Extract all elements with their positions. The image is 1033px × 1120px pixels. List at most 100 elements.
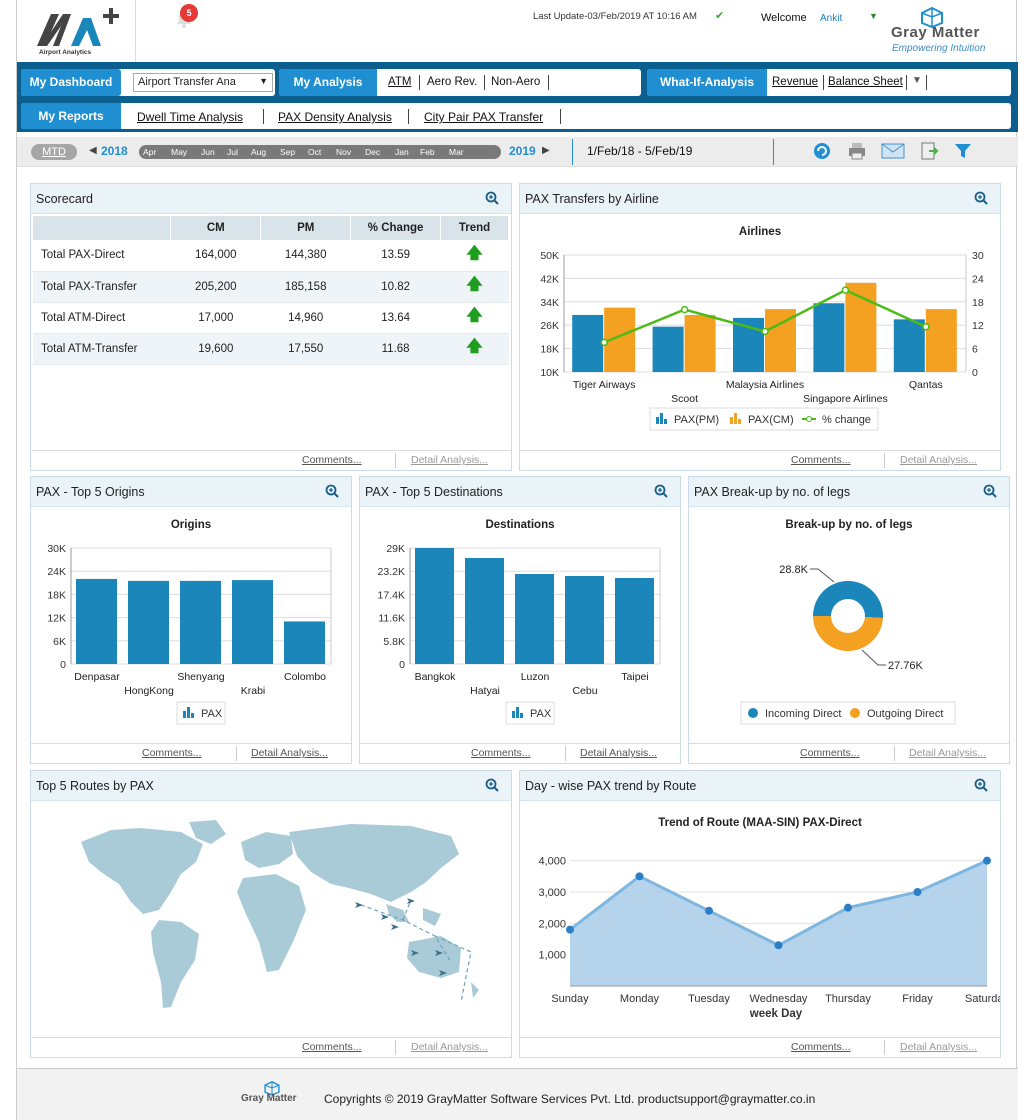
panel-header: Scorecard xyxy=(31,184,511,214)
zoom-icon[interactable] xyxy=(654,484,668,498)
chart-title: Trend of Route (MAA-SIN) PAX-Direct xyxy=(658,817,862,829)
world-map[interactable] xyxy=(31,802,511,1037)
month-label[interactable]: Oct xyxy=(308,147,322,157)
slice-label: 28.8K xyxy=(779,564,808,576)
zoom-icon[interactable] xyxy=(974,191,988,205)
zoom-icon[interactable] xyxy=(485,191,499,205)
detail-analysis-link[interactable]: Detail Analysis... xyxy=(251,747,329,759)
x-tick-label: Cebu xyxy=(572,685,597,697)
what-if-analysis-button[interactable]: What-If-Analysis xyxy=(647,69,767,96)
panel-title: PAX - Top 5 Destinations xyxy=(365,485,503,499)
panel-title: Day - wise PAX trend by Route xyxy=(525,779,697,793)
detail-analysis-link[interactable]: Detail Analysis... xyxy=(909,747,987,759)
my-analysis-button[interactable]: My Analysis xyxy=(279,69,377,96)
scorecard-panel: Scorecard CM PM % Change Trend Total PAX… xyxy=(30,183,512,471)
detail-analysis-link[interactable]: Detail Analysis... xyxy=(900,1041,978,1053)
report-link-pax-density[interactable]: PAX Density Analysis xyxy=(278,110,392,124)
my-dashboard-button[interactable]: My Dashboard xyxy=(21,69,121,96)
y2-tick-label: 30 xyxy=(972,250,984,262)
x-tick-label: Colombo xyxy=(284,671,326,683)
comments-link[interactable]: Comments... xyxy=(791,454,851,466)
my-reports-button[interactable]: My Reports xyxy=(21,103,121,129)
detail-analysis-link[interactable]: Detail Analysis... xyxy=(411,1041,489,1053)
month-label[interactable]: Nov xyxy=(336,147,352,157)
month-label[interactable]: Jul xyxy=(227,147,238,157)
month-label[interactable]: Jan xyxy=(395,147,409,157)
month-label[interactable]: Mar xyxy=(449,147,464,157)
month-label[interactable]: Dec xyxy=(365,147,381,157)
dashboard-select[interactable]: Airport Transfer Ana ▼ xyxy=(133,73,273,92)
x-tick-label: Shenyang xyxy=(177,671,224,683)
comments-link[interactable]: Comments... xyxy=(302,1041,362,1053)
detail-analysis-link[interactable]: Detail Analysis... xyxy=(411,454,489,466)
refresh-icon[interactable] xyxy=(812,141,832,161)
comments-link[interactable]: Comments... xyxy=(800,747,860,759)
y-tick-label: 4,000 xyxy=(538,856,566,868)
header-separator xyxy=(135,0,136,62)
zoom-icon[interactable] xyxy=(974,778,988,792)
detail-analysis-link[interactable]: Detail Analysis... xyxy=(900,454,978,466)
month-label[interactable]: Jun xyxy=(201,147,215,157)
cm-value: 17,000 xyxy=(170,302,261,334)
y-tick-label: 1,000 xyxy=(538,950,566,962)
month-label[interactable]: Sep xyxy=(280,147,296,157)
user-name[interactable]: Ankit xyxy=(820,13,843,24)
airplane-icons xyxy=(355,898,447,976)
origins-panel: PAX - Top 5 Origins Origins 0 6K 12K 18K 24K 3… xyxy=(30,476,352,764)
bar xyxy=(128,580,169,664)
period-mtd-button[interactable]: MTD xyxy=(31,144,77,160)
email-icon[interactable] xyxy=(881,142,905,160)
panel-footer: Comments... Detail Analysis... xyxy=(689,743,1009,763)
report-link-dwell-time[interactable]: Dwell Time Analysis xyxy=(137,110,244,124)
pm-value: 185,158 xyxy=(260,271,351,303)
whatif-link-balance-sheet[interactable]: Balance Sheet xyxy=(828,76,903,88)
comments-link[interactable]: Comments... xyxy=(791,1041,851,1053)
whatif-more-caret-icon[interactable]: ▼ xyxy=(912,75,922,86)
analysis-link-aero-rev[interactable]: Aero Rev. xyxy=(427,76,478,88)
month-slider[interactable]: Apr May Jun Jul Aug Sep Oct Nov Dec Jan … xyxy=(139,145,501,159)
print-icon[interactable] xyxy=(847,141,867,161)
pm-value: 144,380 xyxy=(260,240,351,272)
comments-link[interactable]: Comments... xyxy=(471,747,531,759)
prev-year-icon[interactable]: ◀ xyxy=(89,145,97,156)
user-menu-caret-icon[interactable]: ▼ xyxy=(869,11,878,21)
month-label[interactable]: Feb xyxy=(420,147,435,157)
link-separator xyxy=(484,75,485,90)
export-icon[interactable] xyxy=(920,141,940,161)
end-year[interactable]: 2019 xyxy=(509,144,536,158)
line-point xyxy=(635,872,644,881)
zoom-icon[interactable] xyxy=(983,484,997,498)
cm-value: 205,200 xyxy=(170,271,261,303)
reports-group: My Reports Dwell Time Analysis PAX Densi… xyxy=(21,103,1011,129)
comments-link[interactable]: Comments... xyxy=(142,747,202,759)
notification-badge[interactable]: 5 xyxy=(180,4,198,22)
bar xyxy=(232,580,273,664)
bar xyxy=(684,314,716,372)
whatif-link-revenue[interactable]: Revenue xyxy=(772,76,819,88)
comments-link[interactable]: Comments... xyxy=(302,454,362,466)
zoom-icon[interactable] xyxy=(325,484,339,498)
bar xyxy=(565,576,604,664)
legs-panel: PAX Break-up by no. of legs Break-up by … xyxy=(688,476,1010,764)
x-tick-label: Friday xyxy=(902,993,933,1005)
month-label[interactable]: Apr xyxy=(143,147,157,157)
detail-analysis-link[interactable]: Detail Analysis... xyxy=(580,747,658,759)
next-year-icon[interactable]: ▶ xyxy=(542,145,550,156)
x-tick-label: Taipei xyxy=(621,671,648,683)
footer-logo: Gray Matter xyxy=(241,1080,321,1110)
legend-bar-icon xyxy=(520,713,523,718)
report-link-city-pair[interactable]: City Pair PAX Transfer xyxy=(424,110,544,124)
start-year[interactable]: 2018 xyxy=(101,144,128,158)
row-label: Total PAX-Transfer xyxy=(33,271,171,303)
filter-icon[interactable] xyxy=(953,141,973,161)
analysis-link-atm[interactable]: ATM xyxy=(388,76,412,88)
table-row: Total ATM-Direct 17,000 14,960 13.64 🡅 xyxy=(33,302,509,334)
x-tick-label: Malaysia Airlines xyxy=(726,379,804,391)
analysis-link-non-aero[interactable]: Non-Aero xyxy=(491,76,541,88)
zoom-icon[interactable] xyxy=(485,778,499,792)
slice-leader-line xyxy=(861,649,886,666)
month-label[interactable]: Aug xyxy=(251,147,267,157)
destinations-panel: PAX - Top 5 Destinations Destinations 0 5.… xyxy=(359,476,681,764)
month-label[interactable]: May xyxy=(171,147,188,157)
chart-title: Origins xyxy=(171,519,211,531)
